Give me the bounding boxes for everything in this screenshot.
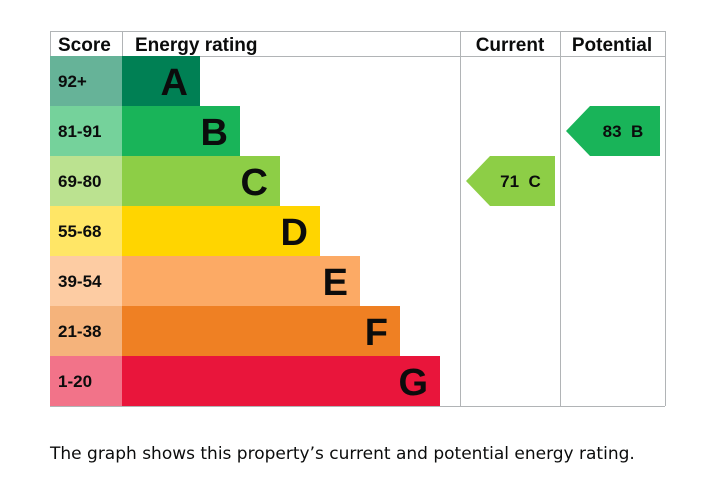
score-cell-b (50, 106, 122, 156)
score-label-c: 69-80 (58, 172, 101, 191)
current-rating-arrow (466, 156, 555, 206)
chart-caption: The graph shows this property’s current … (50, 444, 635, 464)
score-cell-g (50, 356, 122, 406)
current-rating-label: 71 C (500, 172, 541, 191)
header-score: Score (58, 35, 111, 56)
rating-arrows: 71 C 83 B (466, 106, 660, 206)
rating-bar-g (122, 356, 440, 406)
potential-rating-label: 83 B (603, 122, 644, 141)
rating-letter-d: D (281, 212, 308, 254)
score-cell-f (50, 306, 122, 356)
rating-letter-c: C (241, 162, 268, 204)
header-current: Current (476, 35, 545, 56)
score-cell-d (50, 206, 122, 256)
rating-letter-f: F (365, 312, 388, 354)
rating-letter-b: B (201, 112, 228, 154)
header-potential: Potential (572, 35, 652, 56)
rating-bar-f (122, 306, 400, 356)
score-label-g: 1-20 (58, 372, 92, 391)
rating-bar-e (122, 256, 360, 306)
score-label-d: 55-68 (58, 222, 101, 241)
score-label-b: 81-91 (58, 122, 101, 141)
energy-rating-chart: Score Energy rating Current Potential 92… (50, 31, 666, 407)
score-label-e: 39-54 (58, 272, 102, 291)
score-label-a: 92+ (58, 72, 87, 91)
rating-bar-c (122, 156, 280, 206)
rating-letter-g: G (398, 362, 428, 404)
rating-bar-b (122, 106, 240, 156)
score-label-f: 21-38 (58, 322, 101, 341)
score-cell-a (50, 56, 122, 106)
score-cell-e (50, 256, 122, 306)
score-cell-c (50, 156, 122, 206)
header-energy-rating: Energy rating (135, 35, 257, 56)
rating-bar-d (122, 206, 320, 256)
column-headers: Score Energy rating Current Potential (58, 35, 652, 56)
rating-letter-e: E (323, 262, 348, 304)
rating-bands: 92+ A 81-91 B 69-80 C 55-68 D 39-54 E 21-38 F 1-20 G (50, 56, 440, 406)
rating-bar-a (122, 56, 200, 106)
potential-rating-arrow (566, 106, 660, 156)
rating-letter-a: A (161, 62, 188, 104)
